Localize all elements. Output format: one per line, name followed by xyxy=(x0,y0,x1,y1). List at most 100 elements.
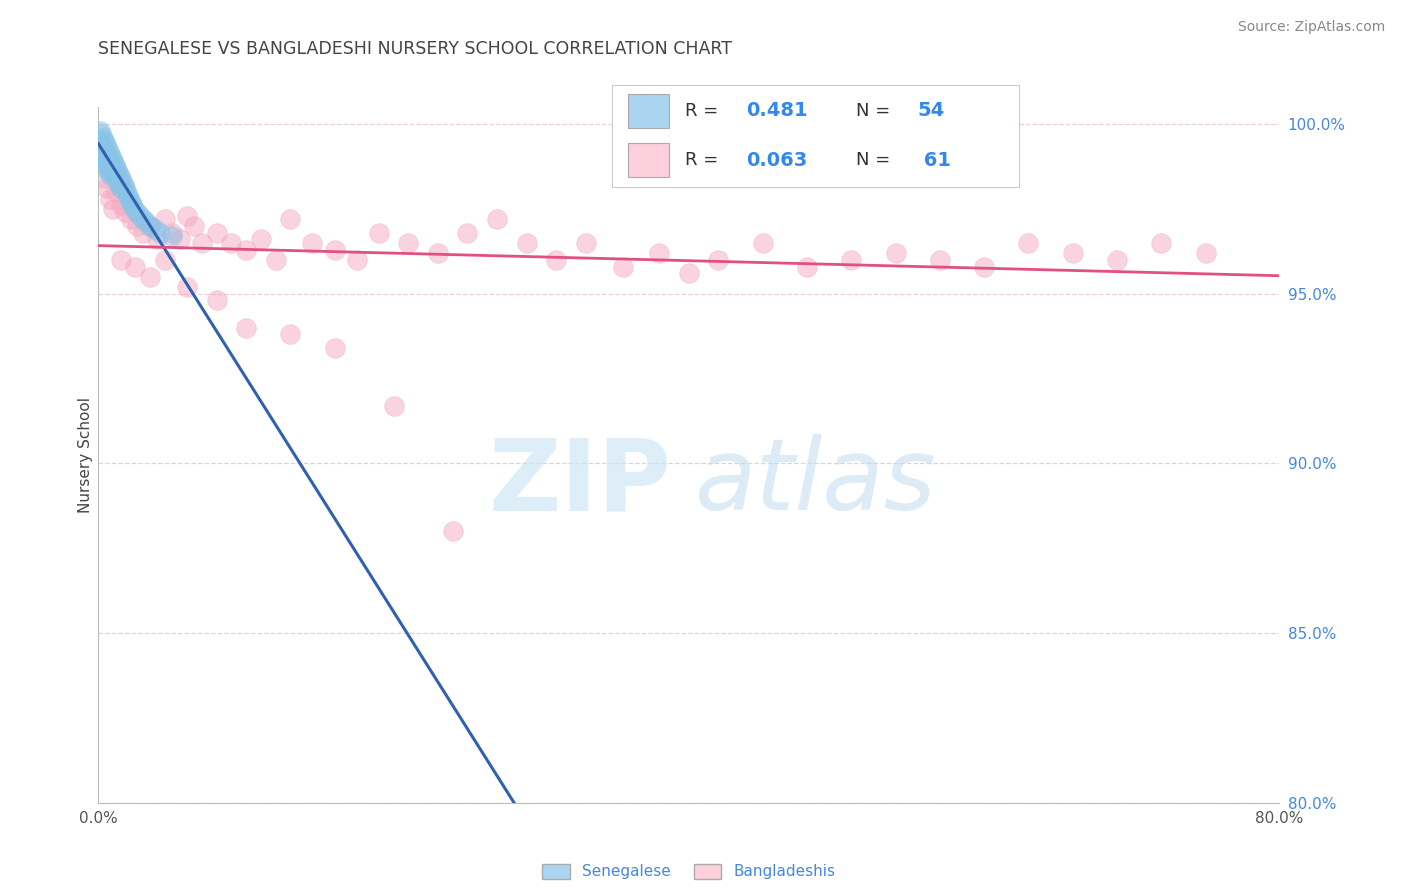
Text: Source: ZipAtlas.com: Source: ZipAtlas.com xyxy=(1237,20,1385,34)
Text: R =: R = xyxy=(685,151,724,169)
Text: N =: N = xyxy=(856,102,896,120)
Point xyxy=(169,232,191,246)
Point xyxy=(396,235,419,250)
Point xyxy=(441,524,464,539)
Point xyxy=(751,235,773,250)
Point xyxy=(139,219,162,233)
Point xyxy=(1195,246,1218,260)
Point xyxy=(110,171,132,186)
Text: 61: 61 xyxy=(917,151,952,169)
Point xyxy=(122,202,145,216)
Point xyxy=(235,243,257,257)
Point xyxy=(278,212,302,227)
Point xyxy=(96,161,118,175)
Point xyxy=(139,269,162,284)
Point xyxy=(91,151,114,165)
Point xyxy=(91,141,114,155)
Text: 0.481: 0.481 xyxy=(747,102,808,120)
Point xyxy=(648,246,671,260)
Point xyxy=(1105,252,1128,267)
Point xyxy=(382,399,405,413)
Point xyxy=(94,147,117,161)
Point xyxy=(100,151,122,165)
Point xyxy=(139,219,162,233)
Point xyxy=(346,252,368,267)
Point xyxy=(176,280,198,294)
Point xyxy=(112,178,135,193)
Point xyxy=(124,260,146,274)
Point xyxy=(135,215,157,229)
Point xyxy=(153,212,176,227)
Point xyxy=(121,198,143,212)
Bar xyxy=(628,94,669,128)
Point xyxy=(368,226,391,240)
Point xyxy=(678,266,700,280)
Point xyxy=(91,130,114,145)
Point xyxy=(90,127,112,141)
Point xyxy=(104,158,127,172)
Point xyxy=(90,137,112,152)
Point xyxy=(205,226,228,240)
Point xyxy=(110,181,132,195)
Point xyxy=(104,168,127,182)
Point xyxy=(427,246,450,260)
Point xyxy=(89,134,111,148)
Point xyxy=(125,219,148,233)
Point xyxy=(612,260,634,274)
Point xyxy=(89,124,111,138)
Point xyxy=(120,195,142,210)
Point xyxy=(120,212,142,227)
Point xyxy=(98,158,121,172)
Point xyxy=(97,164,120,178)
Point xyxy=(149,226,172,240)
Point xyxy=(97,144,120,158)
Point xyxy=(973,260,995,274)
Point xyxy=(94,137,117,152)
Point xyxy=(93,134,115,148)
Point xyxy=(1062,246,1084,260)
Text: ZIP: ZIP xyxy=(488,434,671,532)
Text: 0.063: 0.063 xyxy=(747,151,807,169)
Point xyxy=(456,226,478,240)
Point xyxy=(107,175,129,189)
Point xyxy=(146,232,169,246)
Point xyxy=(1017,235,1039,250)
Point xyxy=(111,175,134,189)
Text: atlas: atlas xyxy=(695,434,936,532)
Point xyxy=(103,202,125,216)
Point xyxy=(105,185,128,199)
Point xyxy=(105,161,128,175)
Point xyxy=(128,209,150,223)
Point xyxy=(93,171,115,186)
Point xyxy=(98,147,121,161)
Point xyxy=(796,260,818,274)
Point xyxy=(264,252,287,267)
Point xyxy=(132,226,155,240)
Point xyxy=(1150,235,1173,250)
Point xyxy=(103,164,125,178)
Point xyxy=(219,235,242,250)
Point xyxy=(841,252,863,267)
Point xyxy=(707,252,730,267)
Point xyxy=(103,154,125,169)
Point xyxy=(205,293,228,308)
Legend: Senegalese, Bangladeshis: Senegalese, Bangladeshis xyxy=(536,857,842,886)
Point xyxy=(928,252,950,267)
Point xyxy=(515,235,537,250)
Point xyxy=(278,327,302,342)
Point xyxy=(110,198,132,212)
Text: N =: N = xyxy=(856,151,896,169)
Point xyxy=(125,205,148,219)
Point xyxy=(162,226,183,240)
Point xyxy=(191,235,214,250)
Point xyxy=(323,341,346,355)
Text: 54: 54 xyxy=(917,102,945,120)
Point xyxy=(115,185,138,199)
Point xyxy=(132,212,155,227)
Point xyxy=(301,235,323,250)
Point xyxy=(96,181,118,195)
Point xyxy=(105,171,128,186)
Point xyxy=(574,235,596,250)
Point xyxy=(93,154,115,169)
Point xyxy=(96,151,118,165)
